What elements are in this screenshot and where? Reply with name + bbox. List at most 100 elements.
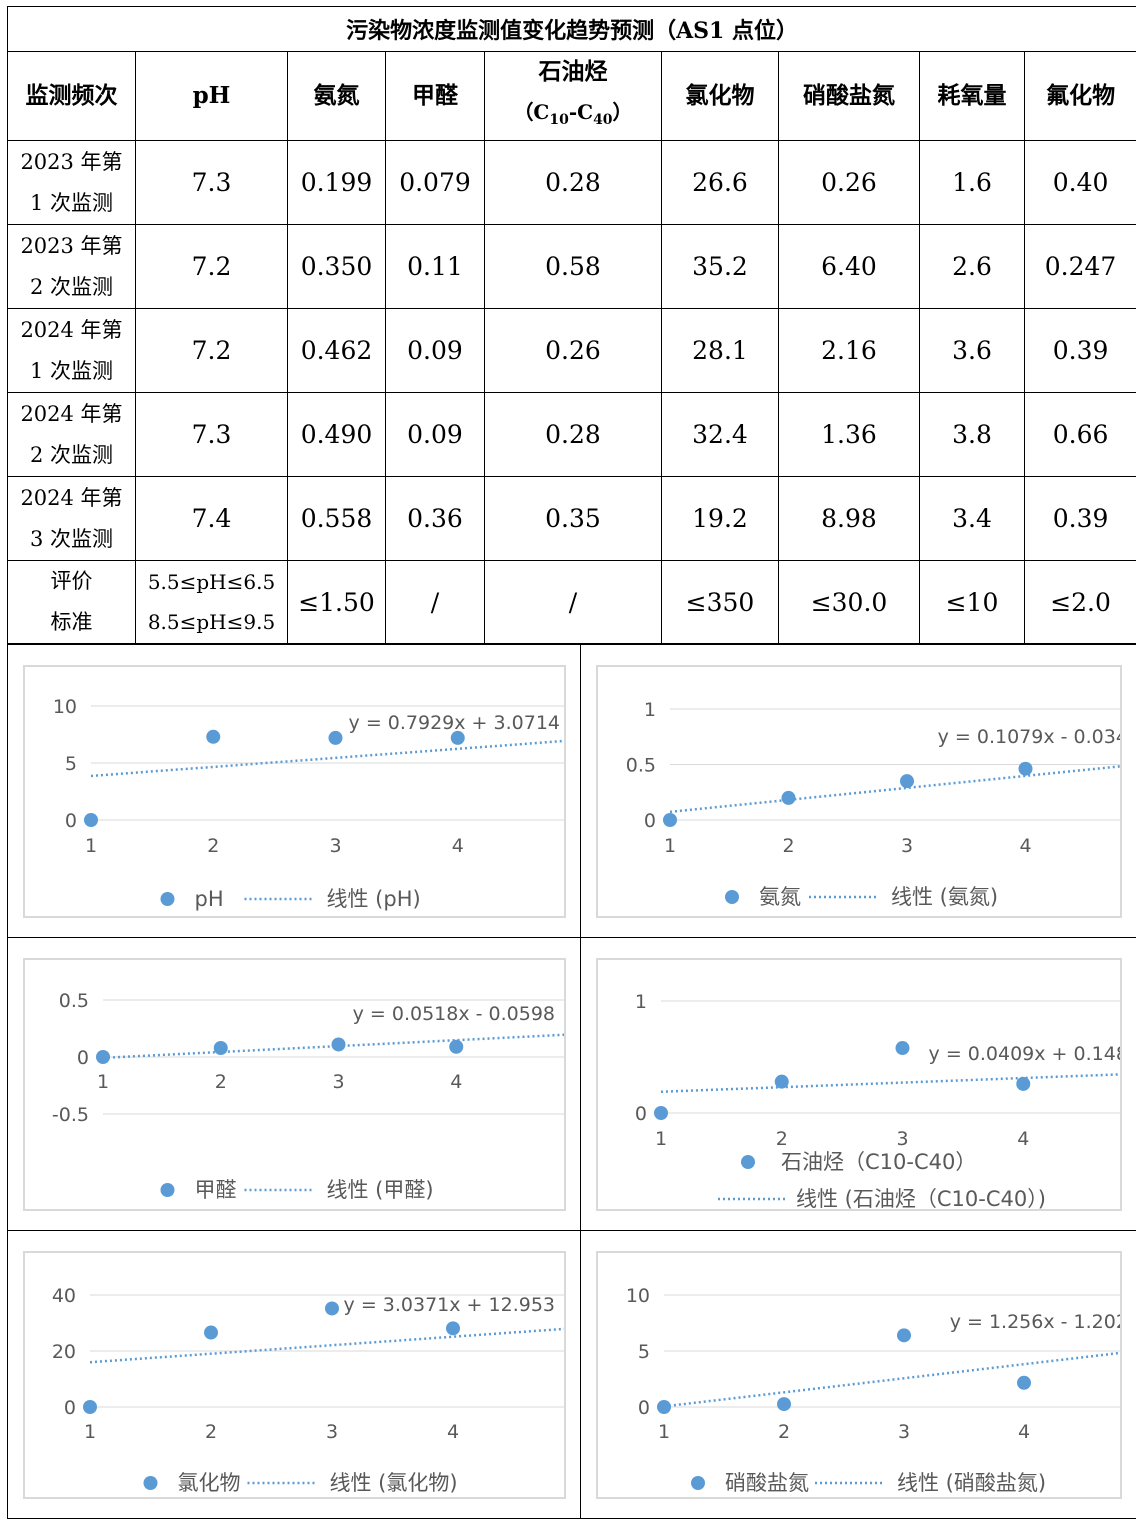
y-tick-label: 0 xyxy=(644,810,656,832)
x-tick-label: 4 xyxy=(1019,835,1031,857)
value-cell: 0.28 xyxy=(485,141,662,225)
frequency-line2: 2 次监测 xyxy=(8,435,135,476)
trend-line xyxy=(91,740,564,776)
value-cell: 6.40 xyxy=(779,225,920,309)
header-nitrate: 硝酸盐氮 xyxy=(779,52,920,141)
standard-cell: ≤30.0 xyxy=(779,561,920,644)
frequency-line1: 2024 年第 xyxy=(8,478,135,519)
legend-trend-label: 线性 (甲醛) xyxy=(327,1178,434,1202)
header-ph: pH xyxy=(136,52,288,141)
chart-svg-petroleum: 0112345y = 0.0409x + 0.1487石油烃（C10-C40）线… xyxy=(598,960,1120,1209)
header-ammonia: 氨氮 xyxy=(288,52,386,141)
header-chloride: 氯化物 xyxy=(662,52,779,141)
y-tick-label: 40 xyxy=(52,1285,76,1307)
value-cell: 0.09 xyxy=(386,393,485,477)
standard-cell: / xyxy=(386,561,485,644)
value-cell: 0.28 xyxy=(485,393,662,477)
x-tick-label: 4 xyxy=(1018,1421,1030,1443)
frequency-line1: 2024 年第 xyxy=(8,310,135,351)
value-cell: 3.4 xyxy=(920,477,1025,561)
trend-line xyxy=(670,764,1120,812)
standard-cell: ≤2.0 xyxy=(1025,561,1136,644)
x-tick-label: 2 xyxy=(215,1071,227,1093)
value-cell: 2.16 xyxy=(779,309,920,393)
standard-label-line1: 评价 xyxy=(8,561,135,602)
legend-trend-label: 线性 (pH) xyxy=(327,887,421,911)
value-cell: 0.558 xyxy=(288,477,386,561)
y-tick-label: 5 xyxy=(638,1341,650,1363)
data-point xyxy=(325,1301,339,1315)
y-tick-label: 0 xyxy=(635,1103,647,1125)
legend-series-label: pH xyxy=(195,887,224,911)
y-tick-label: 0 xyxy=(77,1047,89,1069)
standard-ph-line1: 5.5≤pH≤6.5 xyxy=(136,562,287,602)
x-tick-label: 2 xyxy=(205,1421,217,1443)
trend-equation: y = 0.0409x + 0.1487 xyxy=(929,1043,1120,1065)
standard-ph-line2: 8.5≤pH≤9.5 xyxy=(136,602,287,642)
value-cell: 7.4 xyxy=(136,477,288,561)
x-tick-label: 4 xyxy=(1017,1128,1029,1150)
value-cell: 0.079 xyxy=(386,141,485,225)
legend-marker xyxy=(161,892,175,906)
data-point xyxy=(96,1050,110,1064)
legend-trend-label: 线性 (氯化物) xyxy=(330,1471,458,1495)
legend-marker xyxy=(161,1183,175,1197)
value-cell: 0.35 xyxy=(485,477,662,561)
data-point xyxy=(782,791,796,805)
x-tick-label: 1 xyxy=(97,1071,109,1093)
value-cell: 0.26 xyxy=(779,141,920,225)
value-cell: 1.36 xyxy=(779,393,920,477)
legend-marker xyxy=(725,890,739,904)
chart-svg-nitrate: 051012345y = 1.256x - 1.2027硝酸盐氮线性 (硝酸盐氮… xyxy=(598,1253,1120,1497)
value-cell: 32.4 xyxy=(662,393,779,477)
standard-cell: ≤10 xyxy=(920,561,1025,644)
data-point xyxy=(204,1326,218,1340)
x-tick-label: 1 xyxy=(658,1421,670,1443)
value-cell: 0.247 xyxy=(1025,225,1136,309)
value-cell: 0.11 xyxy=(386,225,485,309)
legend-series-label: 甲醛 xyxy=(195,1178,237,1202)
value-cell: 3.8 xyxy=(920,393,1025,477)
standard-ph: 5.5≤pH≤6.5 8.5≤pH≤9.5 xyxy=(136,561,288,644)
x-tick-label: 1 xyxy=(664,835,676,857)
trend-line xyxy=(664,1350,1120,1406)
x-tick-label: 3 xyxy=(332,1071,344,1093)
value-cell: 0.462 xyxy=(288,309,386,393)
value-cell: 8.98 xyxy=(779,477,920,561)
value-cell: 0.26 xyxy=(485,309,662,393)
trend-line xyxy=(90,1328,564,1362)
x-tick-label: 3 xyxy=(901,835,913,857)
chart-nitrate: 051012345y = 1.256x - 1.2027硝酸盐氮线性 (硝酸盐氮… xyxy=(596,1251,1122,1499)
x-tick-label: 3 xyxy=(326,1421,338,1443)
trend-equation: y = 0.7929x + 3.0714 xyxy=(349,712,560,734)
chart-petroleum: 0112345y = 0.0409x + 0.1487石油烃（C10-C40）线… xyxy=(596,958,1122,1211)
header-petroleum-sub: （C10-C40） xyxy=(485,92,661,140)
data-point xyxy=(84,813,98,827)
trend-equation: y = 3.0371x + 12.953 xyxy=(344,1294,555,1316)
frequency-line1: 2023 年第 xyxy=(8,142,135,183)
trend-equation: y = 0.0518x - 0.0598 xyxy=(353,1003,555,1025)
y-tick-label: 0.5 xyxy=(626,755,656,777)
data-point xyxy=(1017,1376,1031,1390)
value-cell: 7.2 xyxy=(136,225,288,309)
data-point xyxy=(1016,1077,1030,1091)
y-tick-label: 5 xyxy=(65,753,77,775)
standard-cell: ≤1.50 xyxy=(288,561,386,644)
data-point xyxy=(1019,762,1033,776)
legend-marker xyxy=(691,1476,705,1490)
value-cell: 0.199 xyxy=(288,141,386,225)
frequency-line2: 1 次监测 xyxy=(8,183,135,224)
header-cod: 耗氧量 xyxy=(920,52,1025,141)
value-cell: 0.09 xyxy=(386,309,485,393)
legend-marker xyxy=(144,1476,158,1490)
y-tick-label: 0 xyxy=(638,1397,650,1419)
frequency-line1: 2023 年第 xyxy=(8,226,135,267)
value-cell: 7.3 xyxy=(136,141,288,225)
